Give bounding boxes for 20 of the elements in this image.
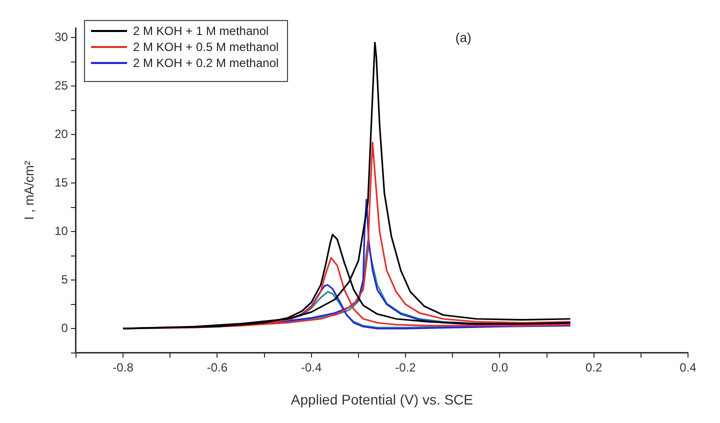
x-tick-label: 0.2	[585, 360, 602, 374]
y-tick-label: 25	[54, 78, 68, 92]
annotation: (a)	[455, 30, 472, 45]
y-tick-label: 30	[54, 30, 68, 44]
legend-label: 2 M KOH + 0.2 M methanol	[132, 55, 279, 71]
y-axis-title: I , mA/cm²	[21, 160, 36, 220]
x-tick-label: -0.6	[206, 360, 228, 374]
y-tick-label: 0	[61, 320, 68, 335]
legend-label: 2 M KOH + 1 M methanol	[132, 23, 269, 39]
x-tick-label: -0.4	[301, 360, 322, 374]
y-tick-label: 5	[61, 272, 68, 286]
x-tick-label: 0.0	[491, 360, 508, 374]
y-tick-label: 20	[54, 126, 68, 141]
y-tick-label: 10	[54, 224, 68, 238]
x-tick-label: -0.8	[112, 360, 134, 374]
legend-label: 2 M KOH + 0.5 M methanol	[132, 39, 279, 55]
y-tick-label: 15	[54, 175, 68, 190]
x-axis-title: Applied Potential (V) vs. SCE	[290, 391, 474, 408]
x-tick-label: -0.2	[395, 360, 416, 374]
x-tick-label: 0.4	[680, 360, 697, 374]
